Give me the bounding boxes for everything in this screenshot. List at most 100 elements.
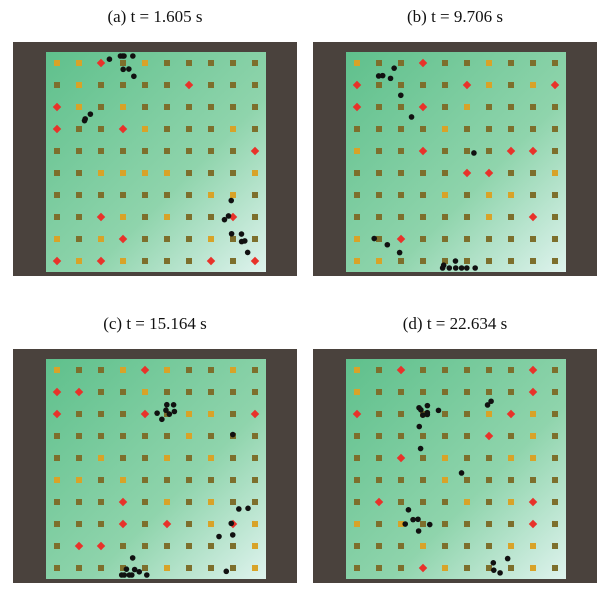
cell (120, 60, 126, 66)
cell (230, 455, 236, 461)
cell (120, 258, 126, 264)
robot (491, 560, 497, 566)
robot (245, 506, 251, 512)
cell (142, 389, 148, 395)
cell (376, 192, 382, 198)
cell (508, 521, 514, 527)
cell (508, 126, 514, 132)
robot (236, 506, 242, 512)
cell (186, 170, 192, 176)
cell (420, 543, 426, 549)
robot (171, 402, 177, 408)
cell (420, 367, 426, 373)
cell (464, 565, 470, 571)
cell (54, 367, 60, 373)
cell (420, 521, 426, 527)
cell (398, 258, 404, 264)
cell (186, 126, 192, 132)
cell (508, 565, 514, 571)
cell (398, 389, 404, 395)
robot (459, 265, 465, 271)
cell (208, 455, 214, 461)
cell (464, 236, 470, 242)
robot (453, 258, 459, 264)
cell (186, 258, 192, 264)
cell (442, 521, 448, 527)
cell (208, 170, 214, 176)
cell (442, 477, 448, 483)
cell (120, 214, 126, 220)
cell (376, 60, 382, 66)
cell (230, 60, 236, 66)
caption: (b) t = 9.706 s (407, 7, 503, 26)
robot (416, 528, 422, 534)
cell (186, 367, 192, 373)
robot (409, 114, 415, 120)
cell (486, 499, 492, 505)
cell (508, 60, 514, 66)
cell (252, 477, 258, 483)
robot (154, 410, 160, 416)
cell (76, 60, 82, 66)
cell (76, 521, 82, 527)
cell (98, 499, 104, 505)
cell (164, 82, 170, 88)
cell (208, 521, 214, 527)
cell (354, 236, 360, 242)
cell (76, 258, 82, 264)
cell (530, 126, 536, 132)
cell (464, 126, 470, 132)
robot (82, 118, 88, 124)
cell (186, 521, 192, 527)
cell (186, 455, 192, 461)
cell (552, 433, 558, 439)
cell (486, 477, 492, 483)
cell (120, 82, 126, 88)
cell (120, 104, 126, 110)
cell (76, 214, 82, 220)
cell (142, 455, 148, 461)
cell (464, 477, 470, 483)
cell (208, 499, 214, 505)
cell (230, 192, 236, 198)
cell (252, 192, 258, 198)
cell (54, 60, 60, 66)
robot (416, 424, 422, 430)
cell (252, 455, 258, 461)
cell (464, 521, 470, 527)
cell (164, 367, 170, 373)
cell (464, 389, 470, 395)
cell (486, 82, 492, 88)
cell (54, 170, 60, 176)
cell (508, 477, 514, 483)
cell (164, 170, 170, 176)
cell (530, 477, 536, 483)
cell (208, 236, 214, 242)
cell (442, 104, 448, 110)
robot (245, 250, 251, 256)
robot (144, 572, 150, 578)
cell (376, 258, 382, 264)
cell (208, 214, 214, 220)
cell (120, 477, 126, 483)
cell (486, 389, 492, 395)
robot (397, 250, 403, 256)
cell (252, 214, 258, 220)
cell (98, 389, 104, 395)
cell (120, 455, 126, 461)
cell (464, 214, 470, 220)
cell (164, 433, 170, 439)
robot (385, 242, 391, 248)
robot (130, 555, 136, 561)
robot (124, 566, 130, 572)
cell (54, 214, 60, 220)
cell (98, 367, 104, 373)
cell (420, 214, 426, 220)
cell (464, 258, 470, 264)
cell (208, 389, 214, 395)
robot (230, 432, 236, 438)
cell (354, 521, 360, 527)
cell (120, 192, 126, 198)
cell (230, 258, 236, 264)
cell (486, 214, 492, 220)
